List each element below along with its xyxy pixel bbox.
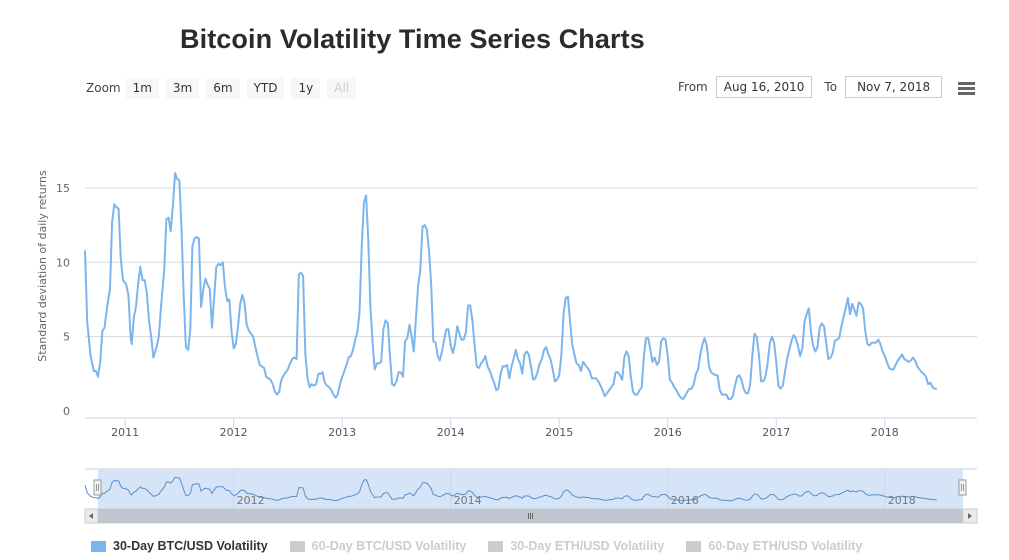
legend-label: 60-Day BTC/USD Volatility xyxy=(311,539,467,553)
x-tick-label: 2012 xyxy=(220,426,248,439)
navigator-grid xyxy=(233,469,886,509)
legend-item-30-day-btc[interactable]: 30-Day BTC/USD Volatility xyxy=(91,539,268,553)
navigator-label: 2014 xyxy=(454,494,482,507)
x-tick-label: 2013 xyxy=(328,426,356,439)
arrow-left-icon xyxy=(89,513,93,519)
x-tick-label: 2011 xyxy=(111,426,139,439)
navigator-series-line xyxy=(84,476,937,502)
navigator-label: 2018 xyxy=(888,494,916,507)
navigator-right-handle[interactable] xyxy=(958,479,967,496)
legend-item-60-day-btc[interactable]: 60-Day BTC/USD Volatility xyxy=(289,539,467,553)
legend-label: 60-Day ETH/USD Volatility xyxy=(708,539,863,553)
range-selector-zoom: Zoom 1m 3m 6m YTD 1y All xyxy=(86,77,363,99)
legend-item-30-day-eth[interactable]: 30-Day ETH/USD Volatility xyxy=(488,539,664,553)
legend-label: 30-Day BTC/USD Volatility xyxy=(113,539,268,553)
legend-swatch xyxy=(686,540,702,552)
legend-label: 30-Day ETH/USD Volatility xyxy=(510,539,665,553)
zoom-all-button[interactable]: All xyxy=(327,77,357,99)
legend-swatch xyxy=(91,540,106,552)
x-tick-label: 2018 xyxy=(871,426,899,439)
zoom-3m-button[interactable]: 3m xyxy=(165,77,200,99)
navigator-selected-range[interactable] xyxy=(98,469,963,509)
y-tick-label: 10 xyxy=(56,256,70,269)
x-tick-label: 2016 xyxy=(654,426,682,439)
navigator-left-handle[interactable] xyxy=(93,479,102,496)
from-date-input[interactable]: Aug 16, 2010 xyxy=(715,76,813,98)
y-axis-label: Standard deviation of daily returns xyxy=(36,170,49,362)
y-tick-label: 5 xyxy=(63,331,70,344)
legend: 30-Day BTC/USD Volatility 60-Day BTC/USD… xyxy=(91,539,884,553)
from-label: From xyxy=(678,80,708,94)
navigator-labels: 2012 2014 2016 2018 xyxy=(237,494,916,507)
arrow-right-icon xyxy=(968,513,972,519)
hamburger-menu-icon[interactable] xyxy=(958,82,975,95)
x-tick-label: 2017 xyxy=(762,426,790,439)
x-tick-label: 2014 xyxy=(437,426,465,439)
date-range: From Aug 16, 2010 To Nov 7, 2018 xyxy=(678,76,943,98)
chart-area: 0 5 10 15 Standard deviation of daily retur… xyxy=(36,170,978,524)
navigator-label: 2012 xyxy=(237,494,265,507)
page-title: Bitcoin Volatility Time Series Charts xyxy=(180,24,645,54)
zoom-6m-button[interactable]: 6m xyxy=(206,77,240,99)
y-tick-label: 0 xyxy=(63,405,70,418)
y-tick-label: 15 xyxy=(56,182,70,195)
scrollbar-grip-icon xyxy=(528,513,533,519)
legend-item-60-day-eth[interactable]: 60-Day ETH/USD Volatility xyxy=(686,539,862,553)
zoom-1m-button[interactable]: 1m xyxy=(125,77,159,99)
series-line-30-day-btc[interactable] xyxy=(84,172,937,401)
to-label: To xyxy=(824,80,838,94)
zoom-1y-button[interactable]: 1y xyxy=(291,77,321,99)
navigator-label: 2016 xyxy=(671,494,699,507)
legend-swatch xyxy=(289,540,305,552)
grid-lines xyxy=(85,187,977,338)
x-axis-ticks: 2011 2012 2013 2014 2015 2016 2017 2018 xyxy=(111,418,899,439)
x-tick-label: 2015 xyxy=(545,426,573,439)
zoom-label: Zoom xyxy=(86,81,121,95)
legend-swatch xyxy=(488,540,504,552)
y-axis-ticks: 0 5 10 15 xyxy=(56,182,70,418)
to-date-input[interactable]: Nov 7, 2018 xyxy=(845,76,943,98)
zoom-ytd-button[interactable]: YTD xyxy=(246,77,285,99)
